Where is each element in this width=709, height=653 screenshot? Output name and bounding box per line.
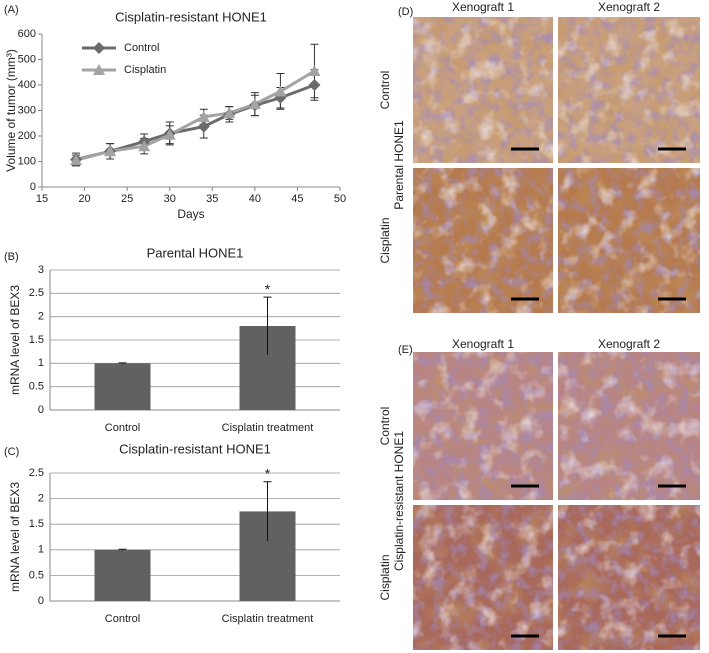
row-label: Cisplatin (378, 217, 392, 263)
x-axis-label: Days (177, 207, 204, 221)
significance-mark: * (265, 465, 271, 481)
y-tick-label: 2.5 (29, 467, 44, 479)
y-tick-label: 0 (38, 404, 44, 416)
y-axis-label: Volume of tumor (mm³) (4, 49, 18, 172)
y-tick-label: 300 (18, 104, 36, 116)
y-tick-label: 500 (18, 53, 36, 65)
panel-label: (E) (398, 344, 413, 356)
panel-label: (B) (4, 251, 19, 263)
error-bar (118, 362, 127, 364)
legend-label: Control (124, 42, 159, 54)
marker (104, 145, 117, 157)
column-label: Xenograft 1 (452, 337, 514, 351)
marker (274, 85, 287, 97)
marker (163, 128, 176, 140)
x-tick-label: Cisplatin treatment (222, 422, 314, 434)
y-tick-label: 200 (18, 130, 36, 142)
group-label: Parental HONE1 (392, 120, 406, 210)
y-tick-label: 2 (38, 493, 44, 505)
chart-title: Parental HONE1 (147, 245, 244, 260)
x-tick-label: 30 (164, 193, 176, 205)
y-tick-label: 2 (38, 311, 44, 323)
micrograph-space (413, 352, 553, 500)
micrograph-space (413, 17, 553, 163)
micrograph-space (413, 505, 553, 650)
legend-marker (93, 42, 105, 54)
marker (248, 98, 261, 110)
x-tick-label: 15 (36, 193, 48, 205)
legend-label: Cisplatin (124, 64, 166, 76)
group-label: Cisplatin-resistant HONE1 (392, 431, 406, 571)
y-tick-label: 1.5 (29, 334, 44, 346)
micrograph-space (558, 168, 700, 313)
y-tick-label: 3 (38, 264, 44, 276)
marker (197, 110, 210, 122)
micrograph-space (558, 352, 700, 500)
y-tick-label: 1 (38, 357, 44, 369)
x-tick-label: Cisplatin treatment (222, 613, 314, 625)
micrograph-space (413, 168, 553, 313)
row-label: Cisplatin (378, 554, 392, 600)
x-tick-label: 25 (121, 193, 133, 205)
x-tick-label: 35 (206, 193, 218, 205)
x-tick-label: 40 (249, 193, 261, 205)
panel-label: (A) (4, 4, 19, 16)
y-tick-label: 1.5 (29, 518, 44, 530)
panel-label: (C) (4, 446, 19, 458)
x-tick-label: Control (105, 422, 140, 434)
y-tick-label: 0.5 (29, 381, 44, 393)
y-tick-label: 600 (18, 28, 36, 40)
panel-label: (D) (398, 6, 413, 18)
y-tick-label: 1 (38, 544, 44, 556)
marker (70, 154, 83, 166)
column-label: Xenograft 2 (598, 0, 660, 14)
bar (94, 549, 151, 601)
micrograph-space (558, 17, 700, 163)
legend-marker (93, 64, 105, 75)
chart-title: Cisplatin-resistant HONE1 (115, 9, 267, 24)
x-tick-label: 50 (334, 193, 346, 205)
error-bar (263, 481, 272, 542)
marker (308, 64, 321, 76)
y-tick-label: 0.5 (29, 569, 44, 581)
x-tick-label: Control (105, 613, 140, 625)
error-bar (118, 548, 127, 551)
column-label: Xenograft 1 (452, 0, 514, 14)
row-label: Control (378, 71, 392, 110)
marker (308, 79, 321, 91)
column-label: Xenograft 2 (598, 337, 660, 351)
marker (223, 107, 236, 119)
error-bar (263, 296, 272, 355)
chart-title: Cisplatin-resistant HONE1 (119, 441, 271, 456)
row-label: Control (378, 407, 392, 446)
y-axis-label: mRNA level of BEX3 (8, 285, 22, 395)
y-tick-label: 400 (18, 79, 36, 91)
y-axis-label: mRNA level of BEX3 (8, 482, 22, 592)
marker (197, 120, 210, 133)
y-tick-label: 2.5 (29, 287, 44, 299)
y-tick-label: 0 (30, 181, 36, 193)
x-tick-label: 45 (291, 193, 303, 205)
series-line (75, 69, 316, 162)
y-tick-label: 0 (38, 595, 44, 607)
micrograph-space (558, 505, 700, 650)
bar (94, 363, 151, 410)
x-tick-label: 20 (78, 193, 90, 205)
significance-mark: * (265, 281, 271, 297)
marker (138, 140, 151, 152)
y-tick-label: 100 (18, 155, 36, 167)
